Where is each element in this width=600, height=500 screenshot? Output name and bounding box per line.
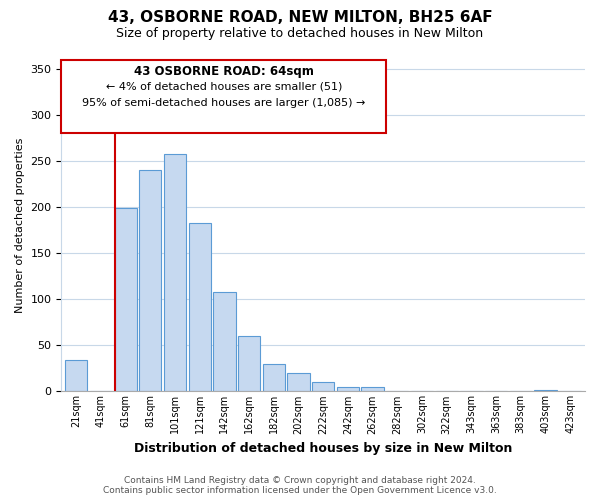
Text: 43 OSBORNE ROAD: 64sqm: 43 OSBORNE ROAD: 64sqm — [134, 65, 314, 78]
Bar — [65, 360, 88, 392]
Bar — [263, 364, 285, 392]
X-axis label: Distribution of detached houses by size in New Milton: Distribution of detached houses by size … — [134, 442, 512, 455]
Text: Contains HM Land Registry data © Crown copyright and database right 2024.: Contains HM Land Registry data © Crown c… — [124, 476, 476, 485]
Bar — [115, 208, 137, 392]
Bar — [213, 292, 236, 392]
Bar — [139, 170, 161, 392]
Bar — [535, 390, 557, 392]
Text: 43, OSBORNE ROAD, NEW MILTON, BH25 6AF: 43, OSBORNE ROAD, NEW MILTON, BH25 6AF — [107, 10, 493, 25]
Text: ← 4% of detached houses are smaller (51): ← 4% of detached houses are smaller (51) — [106, 82, 342, 92]
Bar — [238, 336, 260, 392]
Bar — [312, 382, 334, 392]
Bar — [164, 154, 186, 392]
Bar — [287, 373, 310, 392]
Text: Size of property relative to detached houses in New Milton: Size of property relative to detached ho… — [116, 28, 484, 40]
Bar — [188, 223, 211, 392]
Bar — [337, 387, 359, 392]
Text: Contains public sector information licensed under the Open Government Licence v3: Contains public sector information licen… — [103, 486, 497, 495]
Bar — [361, 387, 384, 392]
Text: 95% of semi-detached houses are larger (1,085) →: 95% of semi-detached houses are larger (… — [82, 98, 365, 108]
Y-axis label: Number of detached properties: Number of detached properties — [15, 138, 25, 314]
